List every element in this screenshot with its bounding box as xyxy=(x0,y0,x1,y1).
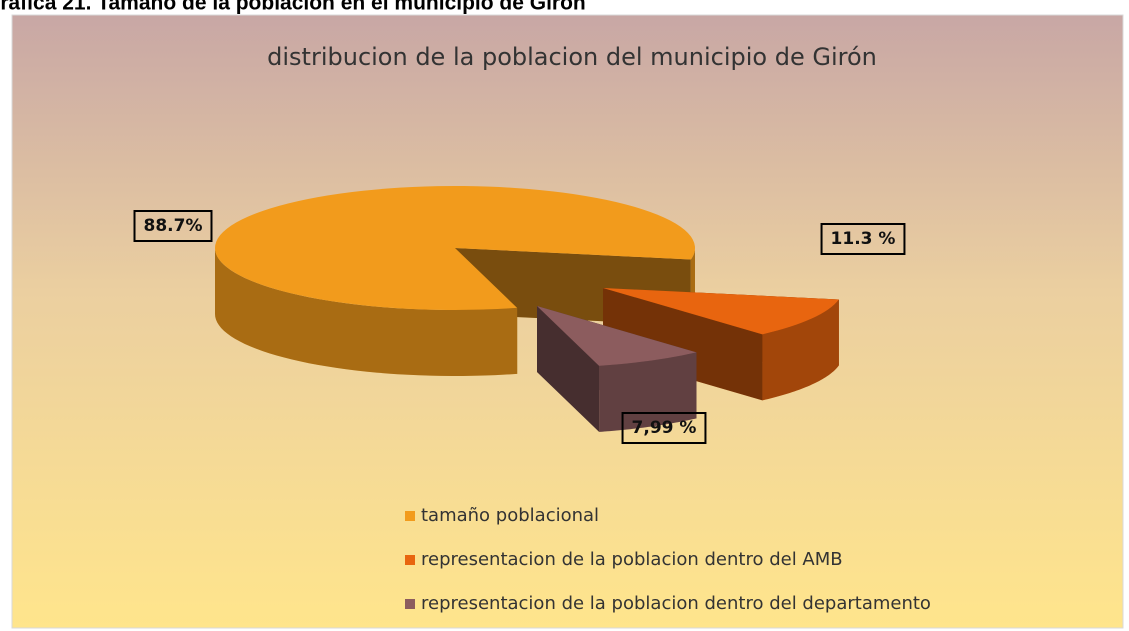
data-label: 11.3 % xyxy=(831,229,896,249)
slice-side-shade xyxy=(215,248,518,376)
slice-side-shade xyxy=(762,299,839,401)
slice-face-shade xyxy=(603,288,763,401)
slice xyxy=(215,185,695,310)
data-label-box xyxy=(133,210,213,242)
slice-side xyxy=(599,352,697,432)
chart-title: distribucion de la poblacion del municip… xyxy=(267,43,877,71)
slice-face-shade xyxy=(537,306,600,432)
slice-side xyxy=(215,248,518,376)
caption: Gráfica 21. Tamaño de la población en el… xyxy=(0,0,586,15)
data-label: 88.7% xyxy=(144,216,203,236)
legend-label: representacion de la poblacion dentro de… xyxy=(421,549,843,570)
slice-side-shade xyxy=(599,352,697,432)
data-label: 7,99 % xyxy=(632,418,697,438)
slice-side xyxy=(762,299,839,401)
legend-label: representacion de la poblacion dentro de… xyxy=(421,593,931,614)
legend-label: tamaño poblacional xyxy=(421,505,599,526)
slice xyxy=(537,306,697,366)
legend-swatch xyxy=(405,555,415,565)
data-label-box xyxy=(820,223,906,255)
slice xyxy=(603,288,839,335)
legend-swatch xyxy=(405,599,415,609)
legend-swatch xyxy=(405,511,415,521)
data-label-box xyxy=(621,412,707,444)
